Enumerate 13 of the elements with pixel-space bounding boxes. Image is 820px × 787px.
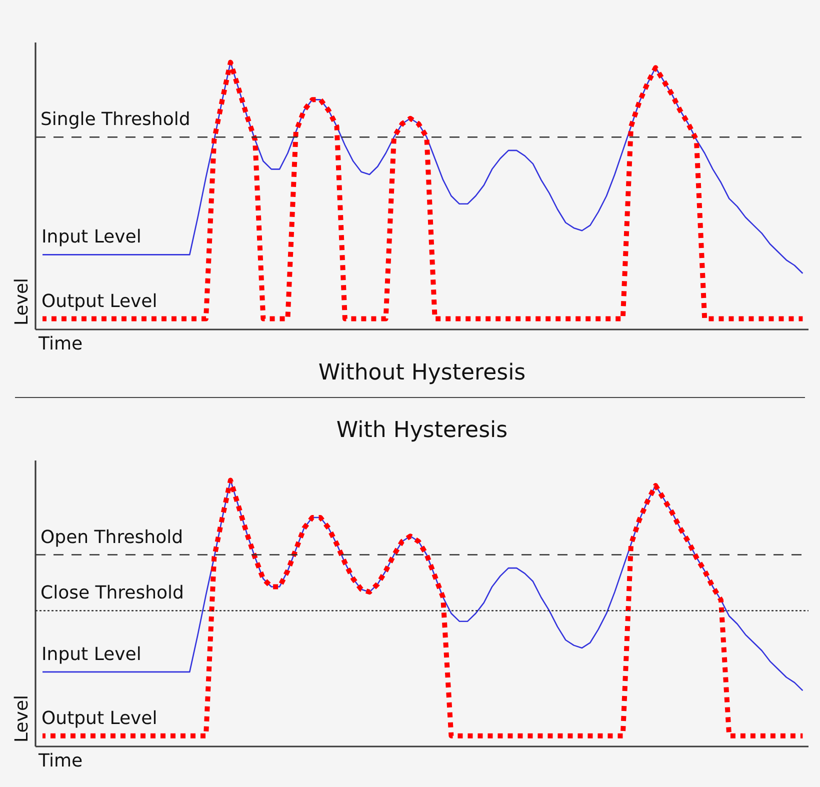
y-axis-title: Level	[12, 694, 32, 742]
ref-line-label: Single Threshold	[40, 109, 190, 130]
series-label: Input Level	[42, 226, 142, 248]
series-label: Output Level	[42, 290, 158, 312]
series-label: Input Level	[42, 644, 142, 665]
x-axis-title: Time	[38, 334, 83, 354]
ref-line-label: Open Threshold	[40, 526, 184, 548]
y-axis-title: Level	[12, 278, 32, 326]
ref-line-label: Close Threshold	[40, 582, 184, 604]
series-label: Output Level	[42, 708, 158, 729]
text: Without Hysteresis	[318, 360, 526, 386]
x-axis-title: Time	[38, 750, 83, 772]
chart-title: With Hysteresis	[336, 418, 508, 443]
